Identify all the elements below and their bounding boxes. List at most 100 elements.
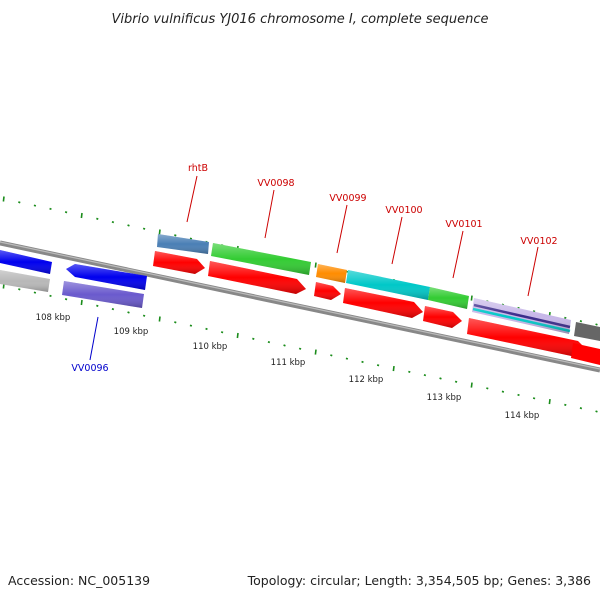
major-tick	[470, 382, 473, 388]
gene-track-reverse	[0, 250, 147, 308]
minor-tick	[127, 311, 130, 314]
minor-tick	[298, 347, 302, 350]
minor-tick	[142, 227, 146, 230]
minor-tick	[64, 211, 68, 214]
scale-label-112: 112 kbp	[349, 375, 384, 385]
gene-shade	[211, 243, 311, 275]
minor-tick	[49, 294, 52, 298]
minor-tick	[33, 204, 37, 207]
minor-tick	[111, 220, 115, 224]
topology-text: Topology: circular; Length: 3,354,505 bp…	[247, 573, 591, 588]
minor-tick	[564, 403, 567, 407]
gene-shade	[343, 288, 423, 318]
gene-label-VV0098[interactable]: VV0098	[257, 178, 294, 189]
minor-tick	[111, 307, 115, 311]
major-tick	[470, 295, 473, 301]
minor-tick	[361, 360, 364, 364]
scale-label-109: 109 kbp	[114, 327, 149, 337]
major-tick	[392, 365, 395, 372]
minor-tick	[579, 320, 583, 323]
minor-tick	[330, 354, 333, 357]
minor-tick	[501, 390, 505, 393]
gene-shade	[467, 318, 587, 357]
minor-tick	[142, 314, 146, 317]
cds-track-forward	[153, 251, 600, 365]
minor-tick	[579, 407, 583, 410]
minor-tick	[205, 327, 208, 331]
gene-shade	[428, 287, 469, 309]
gene-label-VV0102[interactable]: VV0102	[520, 236, 557, 247]
gene-label-VV0099[interactable]: VV0099	[329, 193, 366, 204]
accession-text: Accession: NC_005139	[8, 573, 150, 588]
minor-tick	[96, 217, 99, 220]
scale-labels: 108 kbp 109 kbp 110 kbp 111 kbp 112 kbp …	[36, 313, 540, 421]
minor-tick	[486, 387, 489, 390]
major-tick	[80, 212, 83, 219]
major-tick	[548, 398, 551, 405]
scale-label-113: 113 kbp	[427, 393, 462, 403]
lower-tick-row	[2, 283, 598, 413]
minor-tick	[345, 357, 349, 360]
minor-tick	[595, 410, 598, 413]
leader-VV0102	[527, 246, 539, 297]
cds-arrow[interactable]	[571, 343, 600, 365]
gene-track-upper	[157, 234, 600, 341]
major-tick	[236, 332, 239, 339]
minor-tick	[252, 337, 255, 340]
major-tick	[158, 316, 161, 322]
gene-label-VV0101[interactable]: VV0101	[445, 219, 482, 230]
gene-labels: rhtB VV0098 VV0099 VV0100 VV0101 VV0102 …	[71, 163, 557, 374]
minor-tick	[220, 331, 224, 334]
scale-label-108: 108 kbp	[36, 313, 71, 323]
minor-tick	[174, 321, 177, 324]
leader-VV0096	[89, 316, 99, 361]
minor-tick	[454, 380, 458, 383]
minor-tick	[18, 288, 21, 291]
gene-shade	[472, 298, 571, 334]
major-tick	[314, 262, 317, 268]
minor-tick	[408, 370, 411, 374]
minor-tick	[18, 201, 21, 204]
gene-shade	[346, 270, 430, 300]
gene-shade	[208, 261, 306, 294]
gene-shade	[316, 264, 347, 283]
gene-shade	[153, 251, 205, 274]
backbone-line	[0, 240, 600, 373]
leader-rhtB	[186, 175, 198, 223]
gene-shade	[0, 250, 52, 274]
gene-shade	[0, 270, 50, 292]
minor-tick	[96, 304, 99, 307]
minor-tick	[189, 324, 193, 327]
major-tick	[2, 196, 5, 202]
minor-tick	[33, 291, 37, 294]
minor-tick	[174, 234, 177, 237]
gene-label-VV0100[interactable]: VV0100	[385, 205, 422, 216]
minor-tick	[64, 298, 68, 301]
major-tick	[158, 229, 161, 235]
gene-feature-darkgrey[interactable]	[574, 322, 600, 341]
gene-label-VV0096[interactable]: VV0096	[71, 363, 108, 374]
minor-tick	[49, 207, 52, 211]
gene-label-rhtB[interactable]: rhtB	[188, 163, 208, 174]
gene-shade	[62, 281, 144, 308]
major-tick	[80, 299, 83, 306]
minor-tick	[376, 364, 380, 367]
major-tick	[314, 349, 317, 355]
leader-VV0099	[336, 204, 348, 254]
map-title: Vibrio vulnificus YJ016 chromosome I, co…	[111, 12, 488, 27]
scale-label-114: 114 kbp	[505, 411, 540, 421]
scale-label-110: 110 kbp	[193, 342, 228, 352]
gene-shade	[314, 282, 341, 300]
leader-VV0101	[452, 230, 464, 279]
gene-label-leaders	[89, 175, 539, 361]
leader-VV0098	[264, 189, 275, 239]
minor-tick	[283, 344, 286, 347]
minor-tick	[439, 377, 442, 380]
minor-tick	[423, 374, 427, 377]
minor-tick	[345, 270, 349, 273]
minor-tick	[595, 323, 598, 326]
scale-label-111: 111 kbp	[271, 358, 306, 368]
minor-tick	[127, 224, 130, 227]
